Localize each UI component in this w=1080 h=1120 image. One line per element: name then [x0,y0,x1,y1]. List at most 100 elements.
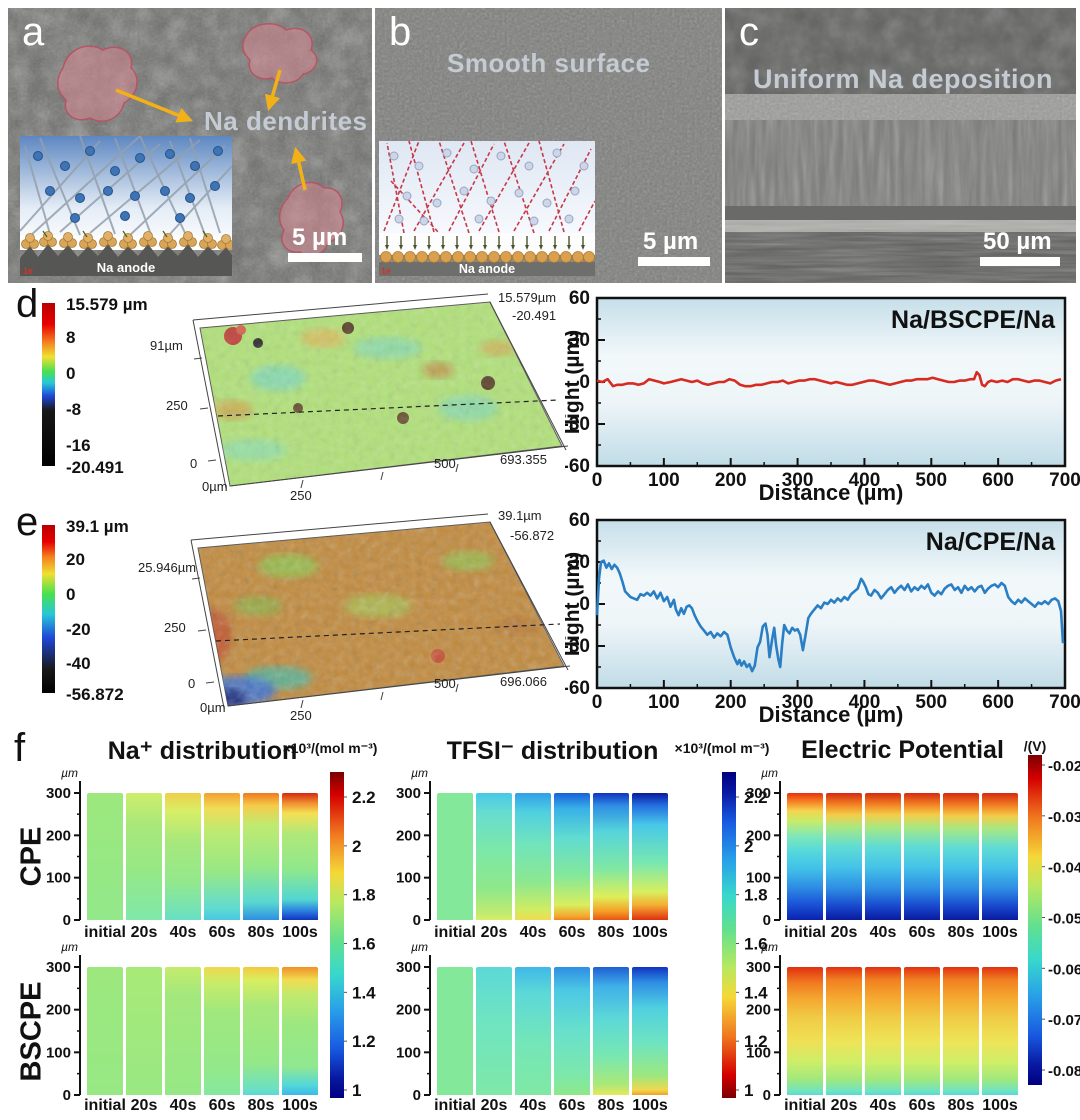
y-axis-title: Hight (µm) [565,552,584,656]
origin-label: 0µm [202,479,228,494]
dendrite-highlights [57,23,344,257]
time-label: 20s [481,924,508,941]
x1-label: 250 [290,708,312,723]
time-label: 60s [209,1097,236,1114]
time-label: 60s [909,1097,936,1114]
colorbar-tick-label: 2.2 [352,788,376,807]
colorbar-unit-tfsi: ×10³/(mol m⁻³) [674,740,770,756]
heatmap-column [515,967,551,1095]
time-label: initial [784,1097,826,1114]
deposition-arrows [42,230,208,238]
colorbar-tick-label: 2 [352,837,361,856]
schematic-inset-cpe: Na anode 1e [20,136,232,276]
z-min-label: -20.491 [512,308,556,323]
heatmap-column [476,967,512,1095]
time-label: 80s [248,1097,275,1114]
time-label: initial [84,1097,126,1114]
x-tick-label: 400 [849,692,881,713]
x-tick-label: 100 [648,470,680,491]
time-label: 60s [559,1097,586,1114]
heatmap-column [787,793,823,920]
uniform-flux-arrows [385,235,586,251]
x-tick-label: 500 [915,470,947,491]
heatmap-column [826,967,862,1095]
time-label: 40s [520,924,547,941]
colorbar-tick-label: -20 [66,620,91,640]
colorbar-tick-label: 1 [352,1081,361,1100]
colorbar-tick-label: -0.02 [1048,758,1080,775]
heatmap-column [437,793,473,920]
heatmap-column [243,967,279,1095]
y-zero-label: 0 [188,676,195,691]
x1-label: 250 [290,488,312,503]
heatmap-column [87,793,123,920]
profile-series [595,559,1065,673]
colorbar-tick-label: -0.07 [1048,1012,1080,1029]
x-max-label: 696.066 [500,674,547,689]
time-label: initial [434,924,476,941]
surface-plot-e: 39.1µm -56.872 25.946µm 250 0 0µm 250 50… [138,508,571,723]
um-tick-label: 200 [46,827,71,844]
time-label: 100s [982,1097,1018,1114]
panel-letter-c: c [739,10,759,54]
y-tick-label: 60 [569,510,590,531]
colorbar-gradient [42,525,55,693]
series-label: Na/BSCPE/Na [891,306,1056,334]
heatmap-column [476,793,512,920]
sem-panel-b: b Smooth surface [375,8,722,283]
y-tick-label: -60 [565,456,590,477]
heatmap-column [126,793,162,920]
y-mid-label: 250 [164,620,186,635]
y-tick-label: 0 [579,594,590,615]
profile-line [215,623,561,642]
time-label: initial [784,924,826,941]
time-label: 20s [831,924,858,941]
x-tick-label: 400 [849,470,881,491]
heatmap-axes-layer: initial 20s 40s 60s 80s 100s 300 200 100 0 µm initi… [46,758,1080,1114]
heatmap-column [87,967,123,1095]
scale-bar [288,253,362,262]
heatmap-column [243,793,279,920]
time-label: 60s [559,924,586,941]
time-label: 100s [982,924,1018,941]
x-tick-label: 700 [1049,470,1080,491]
time-label: initial [84,924,126,941]
y-top-label: 91µm [150,338,183,353]
x-axis-title: Distance (µm) [759,702,904,727]
time-label: initial [434,1097,476,1114]
um-axis-unit: µm [411,766,428,780]
colorbar-tick-label: 1.2 [352,1032,376,1051]
um-tick-label: 100 [46,1044,71,1061]
heatmap-column [204,967,240,1095]
time-label: 20s [131,1097,158,1114]
time-label: 60s [209,924,236,941]
colorbar-tick-label: 0 [66,364,76,384]
colorbar-tick-label: 1.4 [352,983,376,1002]
colorbar-tick-label: 0 [66,584,76,604]
um-tick-label: 300 [746,785,771,802]
time-label: 40s [870,1097,897,1114]
x-tick-label: 0 [592,692,603,713]
colorbar-unit-na: ×10³/(mol m⁻³) [282,740,378,756]
heatmap-column [826,793,862,920]
um-tick-label: 100 [396,870,421,887]
colorbar-gradient [1028,755,1042,1085]
heatmap-column [865,967,901,1095]
panel-letter-a: a [22,10,45,54]
y-tick-label: -30 [565,636,590,657]
time-label: 80s [598,1097,625,1114]
colorbar-tick-label: -16 [66,435,91,455]
y-axis-title: Hight (µm) [565,330,584,434]
um-tick-label: 0 [413,912,421,929]
heatmap-column [904,793,940,920]
um-tick-label: 200 [746,1002,771,1019]
time-label: 100s [282,924,318,941]
colorbar-tick-label: 1.8 [352,886,376,905]
annotation-smooth-surface: Smooth surface [447,48,651,78]
heatmap-column [593,967,629,1095]
inset-marker: 1e [23,266,33,276]
y-zero-label: 0 [190,456,197,471]
heatmap-column [554,793,590,920]
x-tick-label: 200 [715,470,747,491]
